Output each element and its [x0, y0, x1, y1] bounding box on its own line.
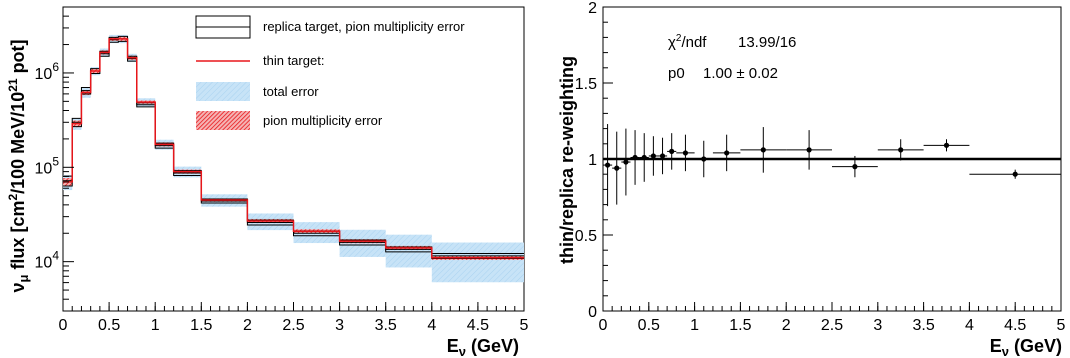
fit-stats: χ2/ndf 13.99/16 p0 1.00 ± 0.02: [668, 33, 796, 82]
ratio-ylabel: thin/replica re-weighting: [557, 56, 577, 264]
flux-chart: 0 0.5 1 1.5 2 2.5 3 3.5 4 4.5 5 104 105 106 replica t…: [6, 6, 529, 358]
legend-entry-replica: replica target, pion multiplicity error: [195, 15, 465, 39]
flux-legend: replica target, pion multiplicity error …: [195, 15, 465, 130]
flux-x-tick-label: 1: [151, 317, 160, 334]
ratio-point: [877, 139, 924, 161]
ratio-point: [612, 131, 622, 205]
ratio-xlabel: Eν (GeV): [990, 336, 1062, 358]
ratio-x-tick-label: 2: [782, 317, 791, 334]
ratio-point: [786, 130, 832, 170]
ratio-point: [657, 137, 668, 175]
ratio-x-tick-label: 2.5: [821, 317, 843, 334]
chi2-value: 13.99/16: [738, 34, 796, 51]
flux-histograms: [63, 35, 524, 259]
flux-y-tick-label: 106: [35, 60, 60, 83]
ratio-y-tick-label: 2: [588, 0, 597, 17]
ratio-point: [923, 139, 970, 152]
flux-x-tick-label: 0: [59, 317, 68, 334]
ratio-y-tick-label: 0.5: [575, 228, 597, 245]
flux-x-tick-label: 2: [243, 317, 252, 334]
ratio-point: [969, 169, 1061, 179]
p0-value: 1.00 ± 0.02: [703, 65, 778, 82]
legend-entry-pion-error: pion multiplicity error: [196, 111, 383, 130]
flux-x-tick-label: 5: [520, 317, 529, 334]
ratio-point: [621, 128, 631, 196]
ratio-y-tick-label: 1: [588, 152, 597, 169]
ratio-point: [630, 130, 640, 185]
ratio-x-tick-label: 0.5: [638, 317, 660, 334]
flux-y-tick-label: 104: [35, 249, 60, 272]
ratio-x-tick-label: 5: [1057, 317, 1066, 334]
flux-x-tick-label: 4: [427, 317, 436, 334]
legend-entry-thin: thin target:: [196, 53, 324, 68]
total-error-band: [385, 234, 432, 268]
legend-label-thin: thin target:: [263, 53, 324, 68]
ratio-x-tick-label: 3.5: [912, 317, 934, 334]
total-error-band: [339, 229, 386, 257]
flux-x-tick-label: 2.5: [282, 317, 304, 334]
flux-x-tick-label: 3.5: [375, 317, 397, 334]
ratio-x-tick-label: 1.5: [729, 317, 751, 334]
ratio-point: [603, 124, 613, 207]
ratio-point: [648, 136, 658, 176]
legend-label-pion-error: pion multiplicity error: [263, 113, 383, 128]
p0-label: p0: [668, 65, 685, 82]
ratio-point: [712, 134, 741, 172]
ratio-axes: 0 0.5 1 1.5 2 2.5 3 3.5 4 4.5 5 0 0.5 1 1.5 2: [575, 0, 1066, 334]
legend-label-total-error: total error: [263, 84, 319, 99]
ratio-point: [832, 155, 878, 178]
ratio-points: [603, 124, 1061, 207]
total-error-band: [431, 242, 524, 283]
flux-x-tick-label: 3: [335, 317, 344, 334]
ratio-y-tick-label: 1.5: [575, 76, 597, 93]
ratio-x-tick-label: 0: [599, 317, 608, 334]
flux-axes: 0 0.5 1 1.5 2 2.5 3 3.5 4 4.5 5 104 105 106: [35, 6, 529, 334]
thin-target-line: [63, 38, 524, 259]
flux-y-tick-label: 105: [35, 154, 60, 177]
ratio-point: [694, 140, 713, 178]
flux-x-tick-label: 1.5: [190, 317, 212, 334]
flux-xlabel: Eν (GeV): [447, 336, 519, 358]
ratio-x-tick-label: 1: [690, 317, 699, 334]
legend-entry-total-error: total error: [196, 82, 319, 101]
ratio-y-tick-label: 0: [588, 304, 597, 321]
ratio-chart: 0 0.5 1 1.5 2 2.5 3 3.5 4 4.5 5 0 0.5 1 1.5 2 χ2/ndf 13…: [557, 0, 1066, 358]
flux-x-tick-label: 4.5: [467, 317, 489, 334]
ratio-point: [639, 133, 649, 182]
ratio-point: [667, 133, 677, 170]
ratio-point: [740, 127, 787, 173]
flux-ylabel: νμ flux [cm2/100 MeV/1021 pot]: [6, 39, 31, 292]
flux-x-tick-label: 0.5: [98, 317, 120, 334]
chi2-label: χ2/ndf: [668, 33, 707, 51]
legend-label-replica: replica target, pion multiplicity error: [263, 19, 465, 34]
ratio-x-tick-label: 4.5: [1004, 317, 1026, 334]
ratio-x-tick-label: 3: [873, 317, 882, 334]
ratio-point: [676, 134, 695, 172]
ratio-x-tick-label: 4: [965, 317, 974, 334]
